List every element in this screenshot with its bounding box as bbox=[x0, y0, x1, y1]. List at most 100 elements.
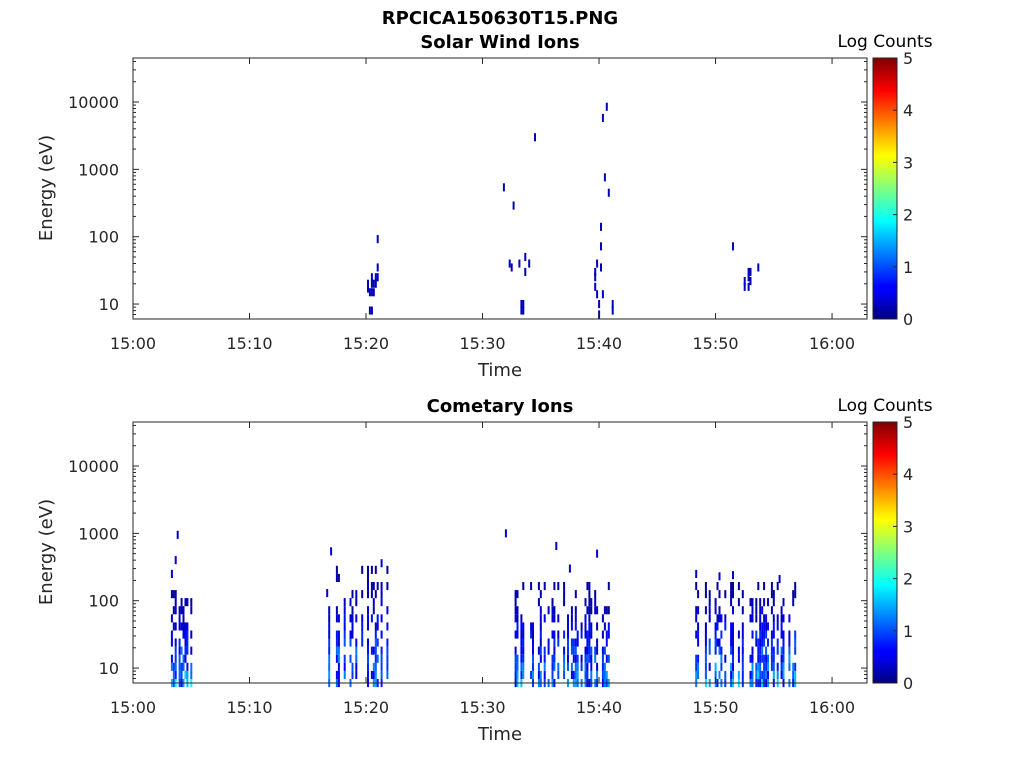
spectrogram-cell bbox=[603, 606, 606, 615]
spectrogram-cell bbox=[351, 606, 354, 615]
spectrogram-cell bbox=[724, 670, 727, 679]
spectrogram-cell bbox=[732, 582, 734, 591]
y-tick-label: 1000 bbox=[78, 524, 119, 543]
spectrogram-cell bbox=[772, 670, 775, 679]
spectrogram-cell bbox=[757, 670, 760, 679]
spectrogram-cell bbox=[337, 670, 340, 679]
colorbar-tick-label: 3 bbox=[903, 517, 913, 536]
spectrogram-cell bbox=[557, 638, 560, 647]
spectrogram-cell bbox=[174, 556, 177, 565]
spectrogram-cell bbox=[174, 606, 177, 615]
spectrogram-cell bbox=[601, 662, 604, 671]
spectrogram-cell bbox=[551, 606, 554, 615]
spectrogram-cell bbox=[772, 654, 775, 663]
spectrogram-cell bbox=[584, 654, 587, 663]
spectrogram-cell bbox=[607, 188, 610, 197]
spectrogram-cell bbox=[792, 670, 795, 679]
spectrogram-cell bbox=[714, 606, 717, 615]
spectrogram-cell bbox=[370, 306, 373, 315]
spectrogram-cell bbox=[567, 662, 569, 671]
spectrogram-cell bbox=[574, 670, 577, 679]
spectrogram-cell bbox=[794, 630, 797, 639]
spectrogram-cell bbox=[704, 638, 707, 647]
spectrogram-cell bbox=[520, 306, 523, 315]
spectrogram-cell bbox=[704, 646, 707, 655]
spectrogram-cell bbox=[596, 549, 599, 558]
spectrogram-cell bbox=[767, 670, 769, 679]
spectrogram-cell bbox=[349, 630, 352, 639]
spectrogram-cell bbox=[532, 662, 534, 671]
x-tick-label: 15:40 bbox=[576, 334, 622, 353]
spectrogram-cell bbox=[588, 606, 591, 615]
spectrogram-cell bbox=[386, 638, 389, 647]
spectrogram-cell bbox=[337, 654, 340, 663]
spectrogram-cell bbox=[368, 306, 371, 315]
spectrogram-cell bbox=[603, 662, 606, 671]
spectrogram-cell bbox=[594, 273, 597, 282]
spectrogram-cell bbox=[776, 582, 779, 591]
spectrogram-cell bbox=[770, 630, 773, 639]
spectrogram-cell bbox=[574, 662, 577, 671]
spectrogram-cell bbox=[794, 662, 797, 671]
spectrogram-cell bbox=[751, 654, 754, 663]
spectrogram-cell bbox=[530, 630, 533, 639]
spectrogram-cell bbox=[596, 638, 599, 647]
spectrogram-cell bbox=[782, 670, 785, 679]
spectrogram-cell bbox=[576, 654, 579, 663]
spectrogram-cell bbox=[718, 670, 721, 679]
spectrogram-cell bbox=[374, 654, 377, 663]
spectrogram-cell bbox=[772, 646, 775, 655]
spectrogram-cell bbox=[714, 630, 717, 639]
spectrogram-cell bbox=[741, 630, 744, 639]
spectrogram-cell bbox=[372, 606, 375, 615]
spectrogram-cell bbox=[590, 622, 593, 631]
spectrogram-cell bbox=[180, 646, 183, 655]
spectrogram-cell bbox=[563, 670, 566, 679]
spectrogram-cell bbox=[780, 622, 783, 631]
spectrogram-cell bbox=[704, 670, 707, 679]
spectrogram-cell bbox=[367, 654, 369, 663]
spectrogram-cell bbox=[584, 614, 587, 623]
spectrogram-cell bbox=[530, 670, 533, 679]
spectrogram-cell bbox=[697, 638, 700, 647]
spectrogram-cell bbox=[367, 662, 369, 671]
spectrogram-cell bbox=[761, 630, 764, 639]
spectrogram-cell bbox=[186, 638, 189, 647]
spectrogram-cell bbox=[794, 582, 797, 591]
spectrogram-cell bbox=[737, 646, 740, 655]
spectrogram-cell bbox=[174, 598, 177, 607]
spectrogram-cell bbox=[788, 654, 791, 663]
spectrogram-cell bbox=[337, 646, 340, 655]
spectrogram-cell bbox=[763, 622, 766, 631]
spectrogram-cell bbox=[714, 662, 717, 671]
spectrogram-cell bbox=[596, 606, 599, 615]
spectrogram-cell bbox=[759, 654, 762, 663]
x-tick-label: 15:40 bbox=[576, 698, 622, 717]
spectrogram-cell bbox=[732, 654, 734, 663]
spectrogram-cell bbox=[708, 646, 711, 655]
spectrogram-cell bbox=[603, 173, 606, 182]
spectrogram-cell bbox=[586, 670, 589, 679]
spectrogram-cell bbox=[759, 670, 762, 679]
spectrogram-cell bbox=[182, 622, 185, 631]
spectrogram-cell bbox=[751, 646, 754, 655]
spectrogram-cell bbox=[776, 622, 779, 631]
spectrogram-cell bbox=[343, 670, 346, 679]
spectrogram-cell bbox=[601, 630, 604, 639]
spectrogram-cell bbox=[343, 630, 346, 639]
spectrogram-cell bbox=[520, 638, 523, 647]
spectrogram-cell bbox=[695, 630, 698, 639]
spectrogram-cell bbox=[704, 630, 707, 639]
spectrogram-cell bbox=[751, 630, 754, 639]
spectrogram-cell bbox=[580, 622, 583, 631]
spectrogram-cell bbox=[555, 541, 558, 550]
spectrogram-cell bbox=[170, 638, 173, 647]
spectrogram-cell bbox=[767, 662, 769, 671]
spectrogram-cell bbox=[343, 662, 346, 671]
spectrogram-cell bbox=[532, 646, 534, 655]
spectrogram-cell bbox=[380, 670, 383, 679]
spectrogram-cell bbox=[522, 630, 525, 639]
y-tick-label: 100 bbox=[88, 228, 119, 247]
spectrogram-cell bbox=[695, 582, 698, 591]
spectrogram-cell bbox=[328, 614, 331, 623]
